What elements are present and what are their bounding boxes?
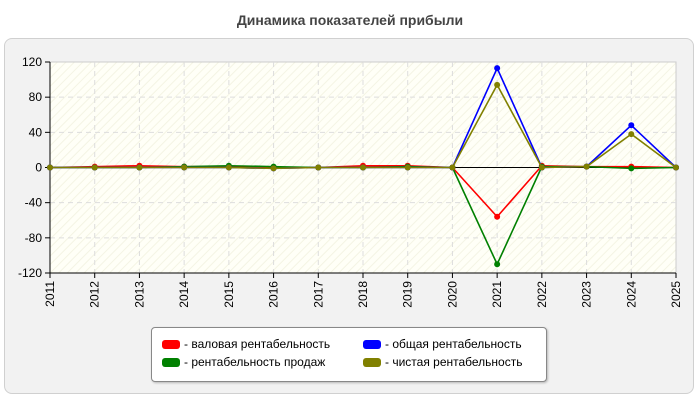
data-point-net (583, 163, 590, 170)
y-tick-label: -80 (25, 231, 43, 245)
legend-item-gross: - валовая рентабельность (162, 337, 330, 351)
legend-label: - чистая рентабельность (385, 355, 523, 369)
data-point-net (628, 131, 635, 138)
data-point-net (225, 164, 232, 171)
x-tick-label: 2021 (490, 281, 504, 308)
data-point-net (494, 81, 501, 88)
data-point-net (404, 164, 411, 171)
legend: - валовая рентабельность - рентабельност… (151, 327, 547, 382)
y-tick-label: 80 (29, 90, 43, 104)
x-tick-label: 2018 (356, 281, 370, 308)
data-point-net (449, 164, 456, 171)
legend-label: - общая рентабельность (385, 337, 522, 351)
data-point-net (47, 164, 53, 171)
data-point-sales (494, 261, 501, 268)
legend-item-net: - чистая рентабельность (363, 355, 522, 369)
y-tick-label: 40 (29, 125, 43, 139)
data-point-net (538, 164, 545, 171)
legend-item-total: - общая рентабельность (363, 337, 522, 351)
x-tick-label: 2015 (222, 281, 236, 308)
legend-label: - рентабельность продаж (184, 355, 326, 369)
y-tick-label: 0 (35, 161, 42, 175)
x-tick-label: 2017 (311, 281, 325, 308)
y-tick-label: 120 (22, 55, 42, 69)
x-tick-label: 2019 (401, 281, 415, 308)
data-point-gross (494, 213, 501, 220)
x-tick-label: 2025 (669, 281, 683, 308)
chart-title: Динамика показателей прибыли (236, 12, 464, 28)
x-tick-labels: 2011 2012 2013 2014 2015 2016 2017 2018 2019 2020… (43, 281, 683, 308)
x-tick-label: 2011 (43, 281, 57, 307)
y-tick-labels: 120 80 40 0 -40 -80 -120 (18, 55, 42, 280)
data-point-net (91, 164, 98, 171)
data-point-total (628, 122, 635, 129)
grid-lines (50, 62, 676, 273)
x-tick-label: 2012 (88, 281, 102, 308)
data-point-net (270, 165, 277, 172)
legend-item-sales: - рентабельность продаж (162, 355, 325, 369)
x-tick-label: 2024 (624, 281, 638, 308)
x-tick-label: 2013 (132, 281, 146, 308)
legend-swatch (162, 339, 180, 349)
data-point-net (136, 164, 143, 171)
legend-swatch (363, 339, 381, 349)
series-lines (47, 65, 679, 268)
legend-swatch (363, 357, 381, 367)
data-point-sales (628, 165, 635, 172)
y-tick-label: -40 (25, 196, 43, 210)
data-point-net (360, 164, 366, 171)
legend-swatch (162, 357, 180, 367)
x-tick-label: 2020 (445, 281, 459, 308)
data-point-net (315, 164, 322, 171)
legend-label: - валовая рентабельность (184, 337, 331, 351)
x-tick-label: 2022 (535, 281, 549, 308)
data-point-total (494, 65, 501, 72)
data-point-net (181, 164, 188, 171)
y-tick-label: -120 (18, 266, 42, 280)
x-tick-label: 2023 (580, 281, 594, 308)
x-tick-label: 2016 (267, 281, 281, 308)
data-point-net (673, 164, 679, 171)
x-tick-label: 2014 (177, 281, 191, 308)
